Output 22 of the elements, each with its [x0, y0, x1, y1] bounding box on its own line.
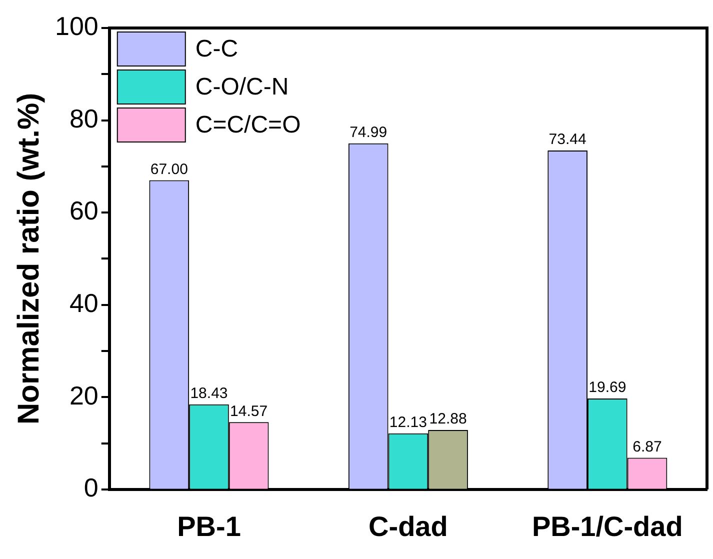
legend-label: C-C — [195, 36, 238, 63]
legend-label: C=C/C=O — [195, 112, 301, 139]
data-label: 19.69 — [588, 379, 626, 396]
x-tick-label: PB-1 — [177, 510, 241, 542]
y-tick-label: 20 — [69, 380, 98, 410]
y-tick-label: 80 — [69, 103, 98, 134]
data-label: 6.87 — [632, 438, 662, 456]
x-tick-label: PB-1/C-dad — [532, 510, 683, 542]
data-label: 12.88 — [429, 410, 467, 428]
y-tick-label: 40 — [69, 288, 98, 318]
legend-label: C-O/C-N — [195, 74, 289, 101]
y-tick-label: 0 — [84, 472, 98, 503]
y-tick-label: 60 — [69, 196, 98, 226]
data-label: 14.57 — [230, 402, 268, 420]
x-tick-label: C-dad — [368, 510, 448, 542]
data-label: 73.44 — [548, 131, 586, 148]
data-label: 12.13 — [389, 414, 427, 432]
y-axis-title: Normalized ratio (wt.%) — [12, 92, 46, 425]
data-label: 18.43 — [190, 385, 228, 402]
y-tick-label: 100 — [54, 11, 98, 42]
data-label: 67.00 — [150, 160, 188, 178]
data-label: 74.99 — [350, 124, 388, 142]
